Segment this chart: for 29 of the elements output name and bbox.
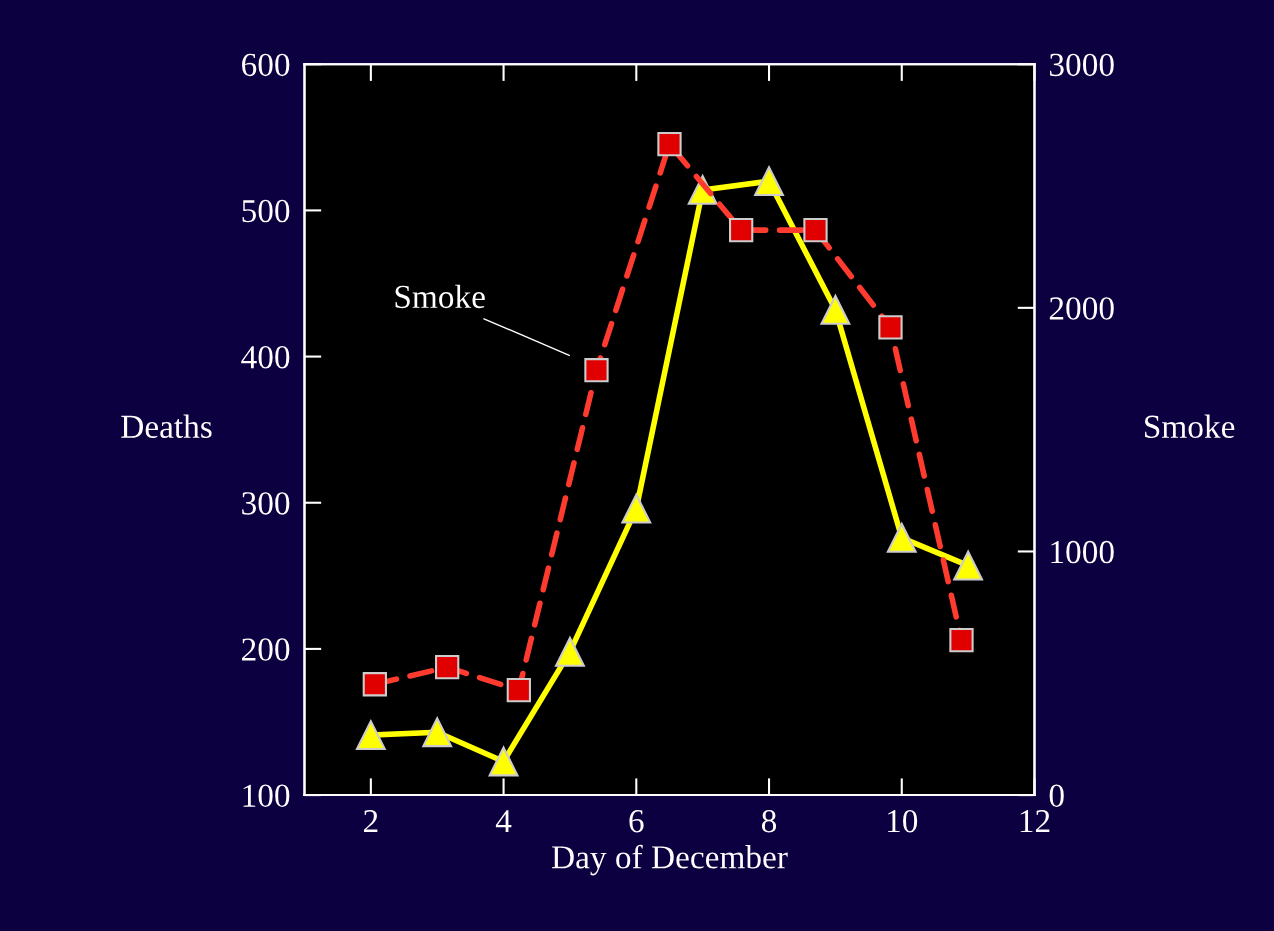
point bbox=[555, 636, 585, 667]
y2-tick-label: 2000 bbox=[1049, 297, 1114, 320]
y-tick-label: 500 bbox=[242, 199, 290, 223]
point bbox=[754, 166, 784, 197]
y-tick-label: 600 bbox=[242, 53, 290, 77]
point bbox=[621, 493, 652, 524]
y2-tick-label: 3000 bbox=[1049, 53, 1114, 77]
point bbox=[953, 550, 984, 581]
point bbox=[355, 720, 386, 751]
x-tick-label: 8 bbox=[761, 809, 777, 833]
y-tick-label: 400 bbox=[241, 345, 290, 369]
x-tick-label: 6 bbox=[629, 810, 644, 833]
x-tick-label: 12 bbox=[1020, 810, 1050, 833]
y-tick-label: 200 bbox=[242, 638, 290, 661]
point bbox=[422, 717, 453, 748]
y-axis-title: Deaths bbox=[121, 414, 212, 438]
x-axis-title: Day of December bbox=[551, 844, 788, 876]
x-tick-label: 2 bbox=[363, 810, 378, 833]
y2-tick-label: 0 bbox=[1049, 784, 1064, 807]
y-tick-label: 100 bbox=[243, 784, 290, 807]
text: Smoke bbox=[395, 284, 485, 309]
point bbox=[488, 746, 519, 777]
y2-axis-title: Smoke bbox=[1145, 414, 1235, 438]
y-tick-label: 300 bbox=[242, 492, 290, 515]
x-tick-label: 4 bbox=[495, 810, 512, 833]
y2-tick-label: 1000 bbox=[1051, 540, 1114, 564]
point bbox=[886, 522, 917, 553]
x-tick-label: 10 bbox=[888, 809, 918, 833]
point bbox=[820, 294, 851, 325]
